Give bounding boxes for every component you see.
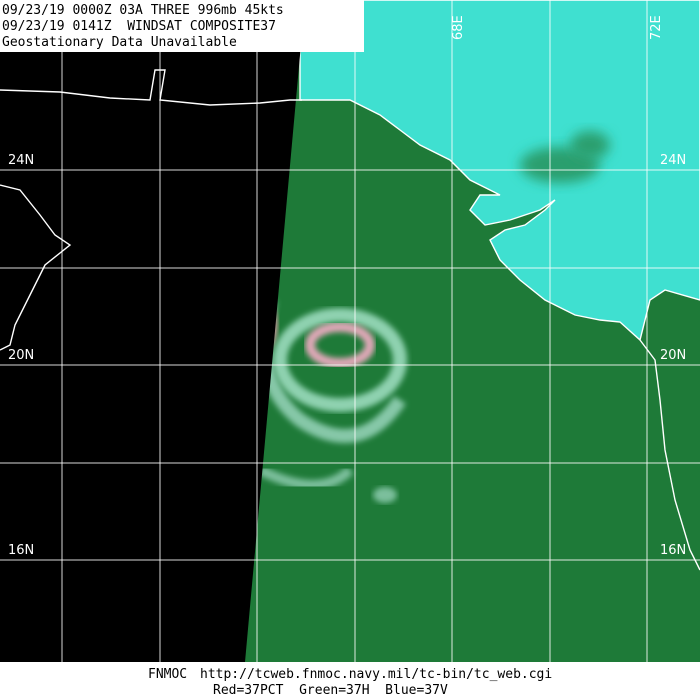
coastline [0, 69, 302, 106]
footer-url: http://tcweb.fnmoc.navy.mil/tc-bin/tc_we… [200, 667, 552, 682]
header-box [0, 0, 364, 52]
lon-label: 68E [451, 15, 466, 40]
lat-label: 20N [8, 348, 34, 363]
no-data-area [0, 0, 305, 662]
footer [0, 662, 700, 700]
header-line: Geostationary Data Unavailable [2, 35, 237, 50]
grid [0, 0, 700, 662]
lat-label: 24N [660, 153, 686, 168]
header-line: 09/23/19 0000Z 03A THREE 996mb 45kts [2, 3, 284, 18]
header-line: 09/23/19 0141Z WINDSAT COMPOSITE37 [2, 19, 276, 34]
lat-label: 20N [660, 348, 686, 363]
footer-source: FNMOC [148, 667, 187, 682]
coastline [639, 339, 700, 571]
footer-channels: Red=37PCT Green=37H Blue=37V [213, 683, 448, 698]
lon-label: 72E [649, 15, 664, 40]
lat-label: 16N [8, 543, 34, 558]
land-patch [570, 131, 610, 159]
lat-label: 24N [8, 153, 34, 168]
lat-label: 16N [660, 543, 686, 558]
coastline [0, 184, 72, 351]
